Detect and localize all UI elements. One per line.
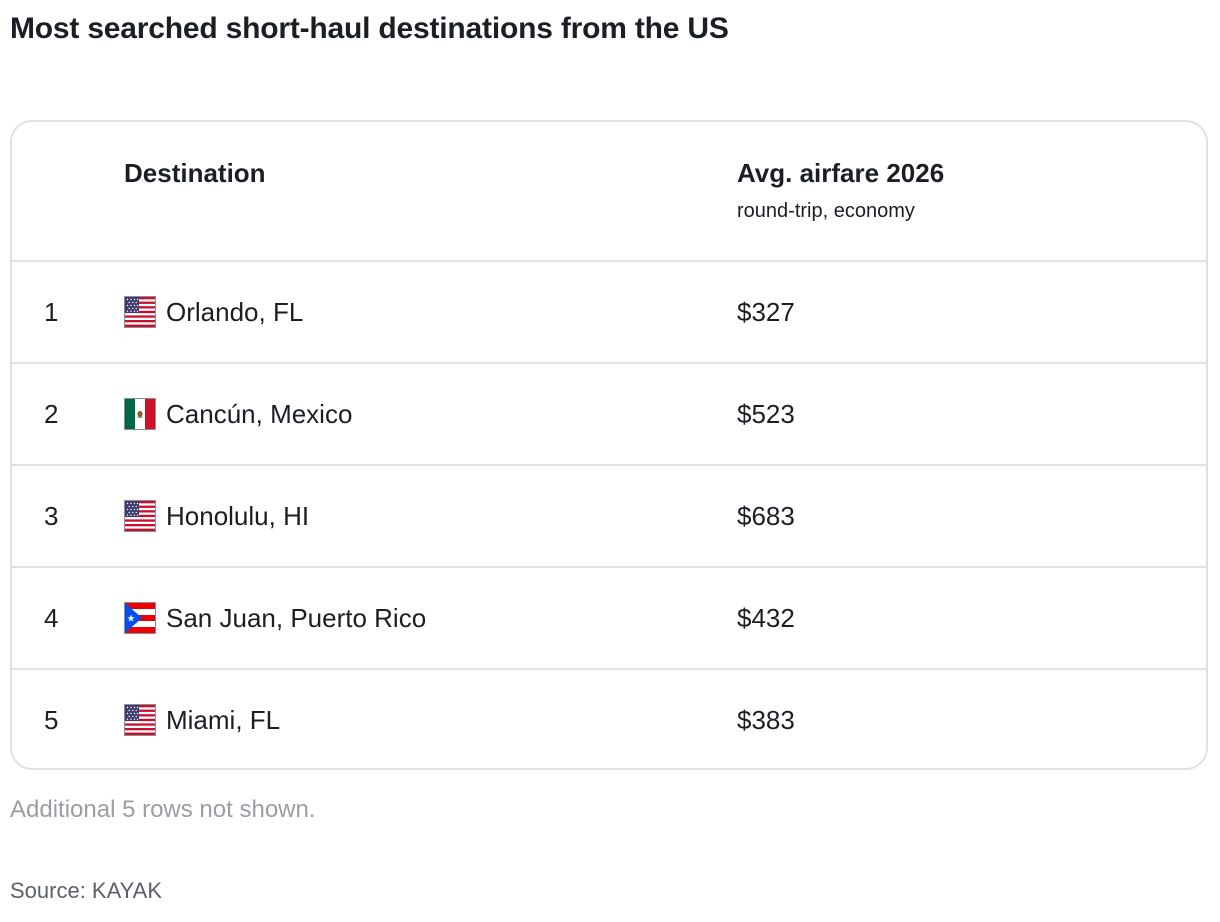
row-airfare: $683 (737, 501, 795, 531)
column-header-airfare[interactable]: Avg. airfare 2026 (737, 158, 945, 188)
table-row: 1 Orlando, FL (12, 262, 1206, 364)
destinations-table: Destination Avg. airfare 2026 round-trip… (10, 120, 1208, 770)
row-rank: 2 (44, 399, 59, 429)
us-flag-icon (124, 296, 156, 328)
page-title: Most searched short-haul destinations fr… (10, 12, 729, 45)
row-rank: 3 (44, 501, 59, 531)
column-header-destination[interactable]: Destination (124, 158, 266, 188)
mexico-flag-icon (124, 398, 156, 430)
row-destination: Orlando, FL (166, 297, 304, 327)
puerto-rico-flag-icon (124, 602, 156, 634)
us-flag-icon (124, 704, 156, 736)
table-row: 3 Honolulu, HI (12, 466, 1206, 568)
row-rank: 5 (44, 705, 59, 735)
rows-hidden-note: Additional 5 rows not shown. (10, 796, 316, 823)
row-airfare: $523 (737, 399, 795, 429)
table-row: 4 San Juan, Puerto Rico $432 (12, 568, 1206, 670)
column-header-airfare-subtitle: round-trip, economy (737, 200, 915, 222)
row-airfare: $383 (737, 705, 795, 735)
us-flag-icon (124, 500, 156, 532)
row-destination: Miami, FL (166, 705, 281, 735)
row-rank: 4 (44, 603, 59, 633)
row-airfare: $327 (737, 297, 795, 327)
table-row: 2 Cancún, Mexico $523 (12, 364, 1206, 466)
source-attribution: Source: KAYAK (10, 878, 163, 903)
table-row: 5 Miami, FL $3 (12, 670, 1206, 768)
row-rank: 1 (44, 297, 59, 327)
row-destination: San Juan, Puerto Rico (166, 603, 427, 633)
row-airfare: $432 (737, 603, 795, 633)
row-destination: Honolulu, HI (166, 501, 310, 531)
row-destination: Cancún, Mexico (166, 399, 353, 429)
table-header: Destination Avg. airfare 2026 round-trip… (12, 122, 1206, 262)
